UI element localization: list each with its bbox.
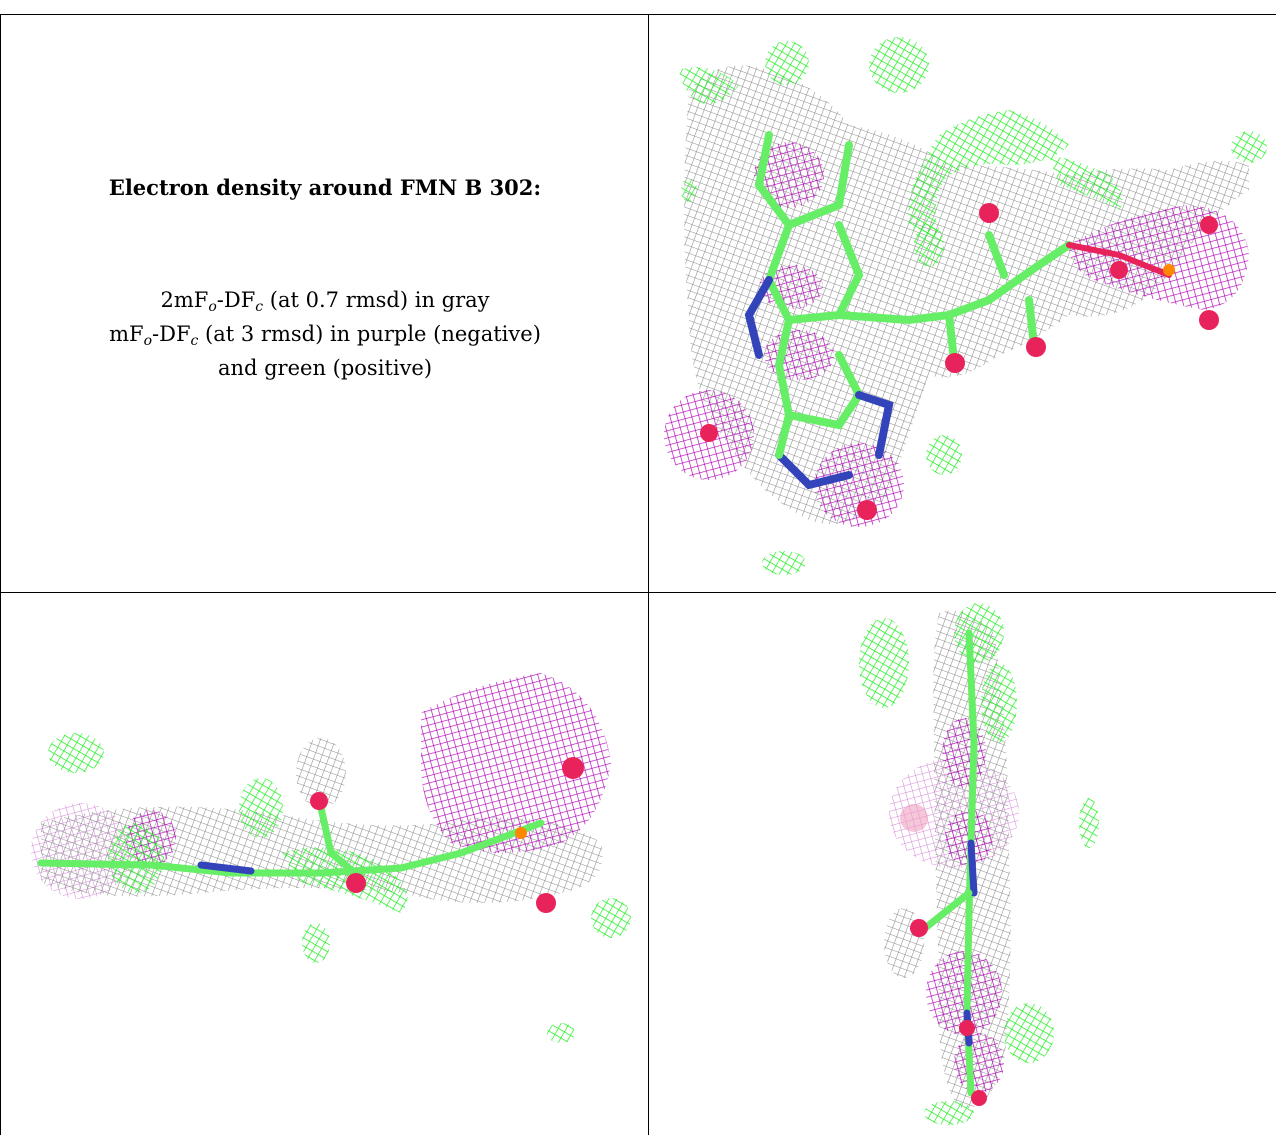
density-panel-bottom-left: [1, 593, 648, 1135]
table-border-middle: [0, 592, 1276, 593]
caption-line-2: mFo-DFc (at 3 rmsd) in purple (negative): [109, 322, 541, 349]
figure-table: Electron density around FMN B 302: 2mFo-…: [0, 14, 1276, 1135]
density-panel-bottom-right: [649, 593, 1276, 1135]
caption-title: Electron density around FMN B 302:: [108, 175, 542, 200]
caption-description: 2mFo-DFc (at 0.7 rmsd) in gray mFo-DFc (…: [1, 283, 648, 385]
density-panel-top-right: [649, 15, 1276, 592]
table-border-top: [0, 14, 1276, 15]
caption-cell: Electron density around FMN B 302: 2mFo-…: [1, 15, 648, 592]
electron-density-view-edge-icon: [859, 603, 1099, 1125]
electron-density-view-front-icon: [664, 37, 1267, 575]
table-border-left: [0, 14, 1, 1135]
caption-line-3: and green (positive): [217, 356, 433, 380]
caption-line-1: 2mFo-DFc (at 0.7 rmsd) in gray: [160, 288, 490, 315]
electron-density-view-side-icon: [31, 673, 631, 1043]
table-border-center: [648, 14, 649, 1135]
